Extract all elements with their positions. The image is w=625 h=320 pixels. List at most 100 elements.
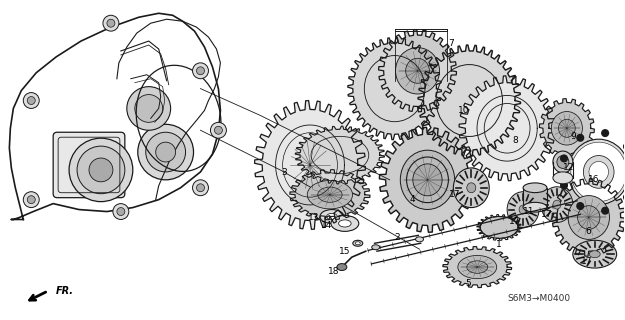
Circle shape (135, 95, 162, 122)
Circle shape (624, 143, 625, 150)
Ellipse shape (589, 251, 600, 258)
Polygon shape (379, 127, 476, 232)
Ellipse shape (553, 151, 573, 173)
Ellipse shape (416, 237, 424, 242)
Ellipse shape (308, 180, 352, 209)
Ellipse shape (541, 187, 573, 222)
Polygon shape (523, 188, 547, 207)
Ellipse shape (400, 150, 454, 210)
Polygon shape (443, 246, 512, 288)
Text: 4: 4 (410, 195, 416, 204)
Ellipse shape (519, 205, 527, 214)
Circle shape (138, 124, 194, 180)
Text: 10: 10 (458, 106, 469, 115)
Ellipse shape (458, 255, 497, 279)
Circle shape (192, 63, 209, 79)
Ellipse shape (467, 183, 476, 193)
Ellipse shape (553, 200, 561, 209)
Polygon shape (459, 76, 555, 181)
Circle shape (602, 207, 609, 214)
Ellipse shape (318, 187, 342, 202)
Circle shape (624, 194, 625, 201)
Ellipse shape (480, 217, 518, 238)
Text: 17: 17 (541, 210, 552, 219)
Circle shape (28, 196, 35, 204)
Polygon shape (348, 37, 441, 140)
Text: 17: 17 (509, 217, 521, 226)
Ellipse shape (339, 220, 351, 227)
Text: 2: 2 (395, 233, 401, 242)
Text: 17: 17 (581, 257, 592, 266)
Polygon shape (552, 179, 625, 256)
Circle shape (196, 184, 204, 192)
Polygon shape (418, 45, 521, 156)
Text: 16: 16 (588, 175, 599, 184)
Circle shape (561, 155, 568, 162)
Text: 17: 17 (449, 190, 460, 199)
Ellipse shape (568, 139, 625, 204)
Polygon shape (290, 170, 370, 220)
Circle shape (577, 203, 584, 209)
Text: 1: 1 (496, 240, 502, 249)
Ellipse shape (372, 245, 380, 250)
Circle shape (77, 146, 125, 194)
Ellipse shape (523, 183, 547, 193)
Ellipse shape (353, 240, 362, 246)
Ellipse shape (559, 119, 575, 137)
Ellipse shape (337, 264, 347, 270)
Ellipse shape (413, 164, 442, 196)
Ellipse shape (568, 196, 609, 239)
Circle shape (211, 122, 226, 138)
Circle shape (561, 182, 568, 189)
Text: 8: 8 (512, 136, 518, 145)
Text: FR.: FR. (56, 286, 74, 296)
Circle shape (89, 158, 113, 182)
Circle shape (192, 180, 209, 196)
Ellipse shape (326, 213, 338, 220)
Polygon shape (254, 100, 366, 229)
Ellipse shape (571, 142, 625, 202)
Text: 12: 12 (563, 164, 574, 172)
Polygon shape (379, 30, 456, 112)
Ellipse shape (583, 156, 614, 188)
Ellipse shape (578, 206, 600, 229)
Ellipse shape (523, 202, 547, 212)
Circle shape (577, 134, 584, 141)
Ellipse shape (589, 162, 609, 182)
Circle shape (214, 126, 222, 134)
Circle shape (69, 138, 132, 202)
Text: 11: 11 (523, 207, 535, 216)
Circle shape (146, 132, 186, 172)
Ellipse shape (557, 156, 569, 168)
Text: 6: 6 (585, 227, 591, 236)
Polygon shape (539, 99, 594, 158)
Circle shape (23, 92, 39, 108)
Circle shape (28, 97, 35, 105)
Text: 5: 5 (466, 279, 471, 288)
Text: 7: 7 (449, 38, 454, 48)
Ellipse shape (553, 172, 573, 184)
Text: 3: 3 (281, 168, 287, 177)
Circle shape (107, 19, 115, 27)
Ellipse shape (320, 210, 344, 223)
Circle shape (127, 87, 171, 130)
Text: 14: 14 (321, 221, 332, 230)
Text: 9: 9 (570, 132, 576, 141)
Ellipse shape (406, 58, 429, 83)
Text: 13: 13 (308, 213, 320, 222)
FancyBboxPatch shape (53, 132, 125, 198)
Circle shape (23, 192, 39, 208)
Ellipse shape (331, 215, 359, 231)
Circle shape (113, 204, 129, 220)
Polygon shape (295, 126, 384, 184)
Ellipse shape (573, 240, 617, 268)
Circle shape (156, 142, 176, 162)
Ellipse shape (453, 168, 489, 208)
Ellipse shape (355, 242, 360, 245)
Circle shape (196, 67, 204, 75)
Circle shape (103, 15, 119, 31)
Text: 18: 18 (328, 267, 339, 276)
Ellipse shape (507, 192, 539, 228)
Circle shape (602, 130, 609, 136)
Text: 15: 15 (339, 247, 351, 256)
